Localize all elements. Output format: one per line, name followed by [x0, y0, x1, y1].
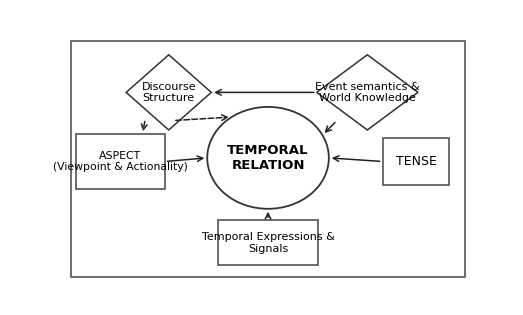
Text: ASPECT
(Viewpoint & Actionality): ASPECT (Viewpoint & Actionality) [53, 151, 188, 172]
Polygon shape [126, 55, 211, 130]
Text: TEMPORAL
RELATION: TEMPORAL RELATION [228, 144, 309, 172]
Ellipse shape [207, 107, 329, 209]
FancyBboxPatch shape [382, 139, 449, 185]
FancyBboxPatch shape [219, 220, 317, 265]
Polygon shape [317, 55, 418, 130]
Text: Temporal Expressions &
Signals: Temporal Expressions & Signals [201, 232, 335, 254]
FancyBboxPatch shape [72, 42, 464, 277]
FancyBboxPatch shape [75, 134, 165, 189]
Text: Event semantics &
World Knowledge: Event semantics & World Knowledge [315, 82, 419, 103]
Text: Discourse
Structure: Discourse Structure [141, 82, 196, 103]
Text: TENSE: TENSE [395, 155, 436, 168]
